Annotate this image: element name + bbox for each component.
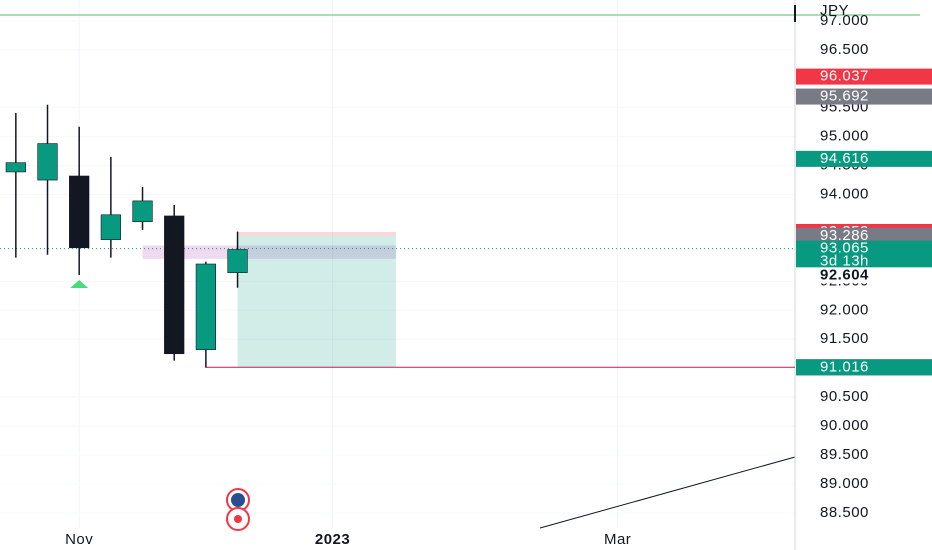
y-tick-label: 90.000 (820, 417, 869, 434)
event-icon-flag (231, 493, 245, 507)
currency-label: JPY (820, 2, 849, 19)
candle-body (132, 200, 153, 223)
price-tag-label: 94.616 (820, 150, 869, 167)
price-tag (796, 267, 932, 284)
candle-body (5, 162, 26, 173)
y-tick-label: 92.000 (820, 301, 869, 318)
y-tick-label: 95.000 (820, 128, 869, 145)
price-tag-note: 3d 13h (820, 253, 869, 270)
event-icon-dot (234, 515, 242, 523)
candle-body (37, 143, 58, 181)
x-tick-label: Mar (604, 531, 631, 548)
y-tick-label: 89.500 (820, 446, 869, 463)
price-tag-label: 93.065 (820, 240, 869, 257)
candle-body (227, 249, 248, 273)
y-tick-label: 97.000 (820, 12, 869, 29)
price-tag (796, 88, 932, 105)
price-tag-label: 95.692 (820, 88, 869, 105)
price-tag (796, 150, 932, 167)
candle-body (100, 214, 121, 240)
price-tag (796, 240, 932, 269)
y-tick-label: 91.500 (820, 330, 869, 347)
x-tick-label: 2023 (315, 531, 350, 548)
price-tag-label: 96.037 (820, 68, 869, 85)
price-tag-label: 91.016 (820, 358, 869, 375)
candle-body (195, 263, 216, 350)
y-tick-label: 94.000 (820, 185, 869, 202)
target-zone (237, 235, 396, 368)
price-tag-label: 93.286 (820, 227, 869, 244)
candle-body (164, 215, 185, 355)
y-tick-label: 90.500 (820, 388, 869, 405)
price-tag (796, 359, 932, 376)
candle-body (69, 175, 90, 249)
x-tick-label: Nov (65, 531, 93, 548)
price-tag (796, 68, 932, 85)
y-tick-label: 89.000 (820, 475, 869, 492)
trend-line[interactable] (539, 456, 796, 529)
price-tag-label: 92.604 (820, 266, 869, 283)
stop-zone (237, 231, 396, 236)
y-tick-label: 88.500 (820, 504, 869, 521)
price-tag (796, 227, 932, 244)
signal-marker (70, 280, 89, 288)
y-tick-label: 96.500 (820, 41, 869, 58)
event-icons[interactable] (226, 488, 250, 531)
